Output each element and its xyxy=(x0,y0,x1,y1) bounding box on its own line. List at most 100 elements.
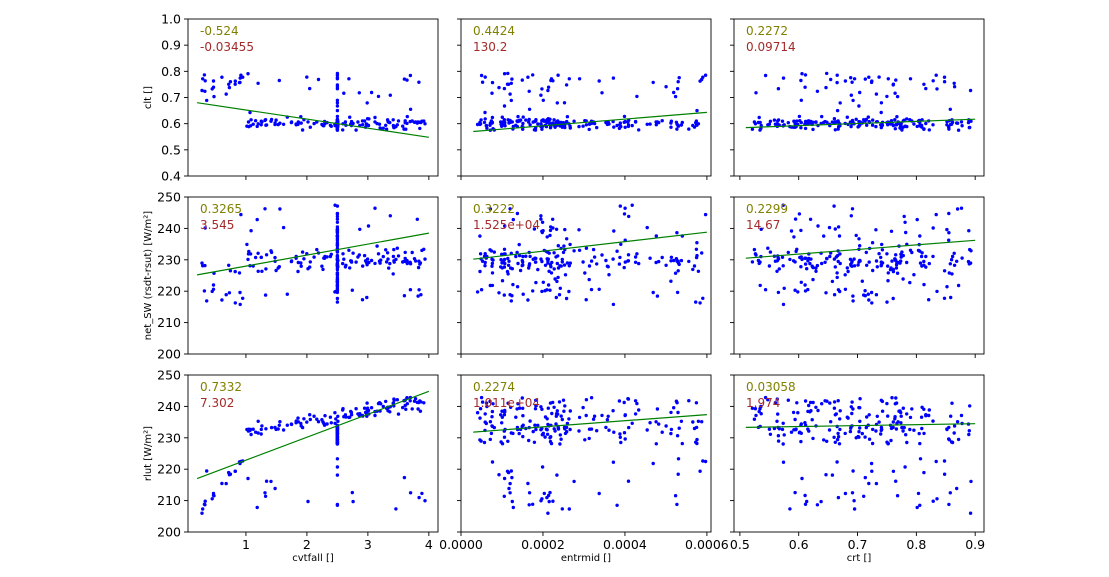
data-point xyxy=(893,417,897,421)
data-point xyxy=(483,264,487,268)
data-point xyxy=(259,427,263,432)
data-point xyxy=(418,261,423,265)
data-point xyxy=(836,288,841,292)
data-point xyxy=(356,255,360,259)
data-point xyxy=(548,228,553,233)
data-point xyxy=(694,300,698,304)
data-point xyxy=(534,398,538,402)
data-point xyxy=(335,101,340,105)
data-point xyxy=(503,261,507,266)
data-point xyxy=(633,399,638,403)
data-point xyxy=(886,414,890,418)
correlation-label: 0.2272 xyxy=(746,24,788,38)
data-point xyxy=(515,211,520,216)
data-point xyxy=(871,427,875,432)
data-point xyxy=(849,405,853,409)
data-point xyxy=(274,268,278,273)
y-tick-label: 200 xyxy=(157,347,181,362)
data-point xyxy=(264,479,269,483)
data-point xyxy=(378,126,382,130)
data-point xyxy=(577,248,582,252)
data-point xyxy=(544,427,549,431)
data-point xyxy=(497,291,501,295)
data-point xyxy=(615,123,619,128)
data-point xyxy=(870,241,875,245)
data-point xyxy=(554,412,559,416)
data-point xyxy=(528,123,532,127)
data-point xyxy=(959,413,964,418)
data-point xyxy=(824,473,828,477)
data-point xyxy=(672,90,676,95)
data-point xyxy=(334,417,338,421)
data-point xyxy=(836,125,841,129)
data-point xyxy=(931,419,935,423)
data-point xyxy=(534,403,538,408)
data-point xyxy=(966,259,971,264)
data-point xyxy=(553,429,557,433)
data-point xyxy=(567,264,571,268)
data-point xyxy=(552,405,556,409)
data-point xyxy=(256,419,260,423)
data-point xyxy=(502,476,507,481)
data-point xyxy=(560,260,564,264)
data-point xyxy=(202,73,207,77)
data-point xyxy=(417,495,421,500)
data-point xyxy=(648,122,652,126)
data-point xyxy=(879,432,883,436)
data-point xyxy=(894,396,898,400)
data-point xyxy=(365,117,370,121)
x-tick-label: 2 xyxy=(303,537,311,552)
data-point xyxy=(273,425,277,430)
data-point xyxy=(516,114,520,119)
data-point xyxy=(622,431,627,435)
data-point xyxy=(908,118,912,122)
data-point xyxy=(835,80,839,85)
data-point xyxy=(825,71,829,76)
data-point xyxy=(300,250,305,254)
data-point xyxy=(867,75,871,79)
data-point xyxy=(557,400,562,404)
data-point xyxy=(612,430,616,434)
data-point xyxy=(799,78,803,83)
data-point xyxy=(595,262,599,266)
data-point xyxy=(832,204,836,208)
data-point xyxy=(626,397,630,401)
data-point xyxy=(308,260,312,264)
data-point xyxy=(388,214,392,218)
data-point xyxy=(862,494,866,498)
data-point xyxy=(676,269,680,273)
data-point xyxy=(227,85,232,90)
data-point xyxy=(791,410,796,415)
data-point xyxy=(956,128,961,132)
data-point xyxy=(695,108,699,113)
data-point xyxy=(554,227,559,231)
data-point xyxy=(952,85,957,89)
data-point xyxy=(527,491,532,495)
data-point xyxy=(335,83,340,87)
correlation-label: 0.7332 xyxy=(200,380,242,394)
data-point xyxy=(488,121,493,125)
data-point xyxy=(700,251,704,255)
data-point xyxy=(630,123,634,128)
data-point xyxy=(536,423,540,427)
data-point xyxy=(675,87,680,91)
axes-frame xyxy=(187,374,439,533)
data-point xyxy=(551,217,555,221)
fit-line xyxy=(473,414,707,433)
data-point xyxy=(874,124,878,129)
data-point xyxy=(807,403,811,408)
data-point xyxy=(814,120,818,124)
correlation-label: 0.3265 xyxy=(200,202,242,216)
data-point xyxy=(540,465,545,469)
data-point xyxy=(915,217,919,222)
data-point xyxy=(276,266,280,270)
y-tick-label: 240 xyxy=(157,221,181,236)
panel-1-1: 0.3222 1.525e+04 xyxy=(457,196,712,358)
data-point xyxy=(255,217,259,222)
data-point xyxy=(885,252,889,256)
data-point xyxy=(583,271,587,275)
data-point xyxy=(335,435,340,439)
data-point xyxy=(851,299,855,303)
data-point xyxy=(366,224,371,228)
data-point xyxy=(819,499,823,504)
